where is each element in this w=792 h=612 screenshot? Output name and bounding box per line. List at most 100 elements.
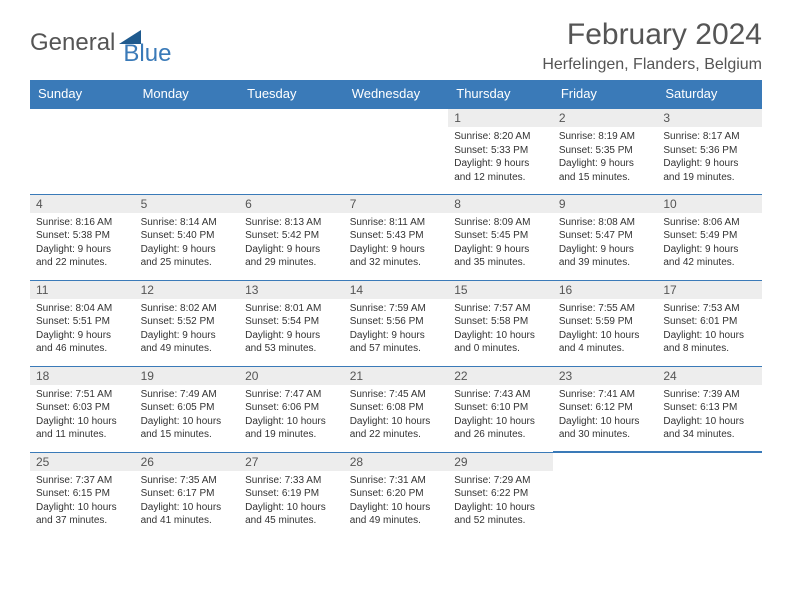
day-number: 9 (553, 195, 658, 213)
calendar-cell: 22Sunrise: 7:43 AMSunset: 6:10 PMDayligh… (448, 366, 553, 452)
day-details: Sunrise: 7:33 AMSunset: 6:19 PMDaylight:… (239, 471, 344, 532)
calendar-cell (344, 108, 449, 194)
day-number: 7 (344, 195, 449, 213)
calendar-cell (30, 108, 135, 194)
sunrise-line: Sunrise: 7:53 AM (663, 302, 756, 316)
location: Herfelingen, Flanders, Belgium (542, 56, 762, 74)
calendar-cell: 26Sunrise: 7:35 AMSunset: 6:17 PMDayligh… (135, 452, 240, 538)
calendar-cell: 1Sunrise: 8:20 AMSunset: 5:33 PMDaylight… (448, 108, 553, 194)
day-header: Thursday (448, 80, 553, 108)
day-details: Sunrise: 8:01 AMSunset: 5:54 PMDaylight:… (239, 299, 344, 360)
daylight-line: Daylight: 10 hours and 49 minutes. (350, 501, 443, 528)
day-details: Sunrise: 7:43 AMSunset: 6:10 PMDaylight:… (448, 385, 553, 446)
day-number: 26 (135, 453, 240, 471)
daylight-line: Daylight: 10 hours and 4 minutes. (559, 329, 652, 356)
sunset-line: Sunset: 6:10 PM (454, 401, 547, 415)
day-details: Sunrise: 8:20 AMSunset: 5:33 PMDaylight:… (448, 127, 553, 188)
sunset-line: Sunset: 5:38 PM (36, 229, 129, 243)
sunrise-line: Sunrise: 7:43 AM (454, 388, 547, 402)
calendar-cell (239, 108, 344, 194)
sunset-line: Sunset: 6:20 PM (350, 487, 443, 501)
calendar-row: 4Sunrise: 8:16 AMSunset: 5:38 PMDaylight… (30, 194, 762, 280)
day-number: 20 (239, 367, 344, 385)
sunrise-line: Sunrise: 7:39 AM (663, 388, 756, 402)
calendar-cell: 29Sunrise: 7:29 AMSunset: 6:22 PMDayligh… (448, 452, 553, 538)
day-header: Sunday (30, 80, 135, 108)
day-details: Sunrise: 7:39 AMSunset: 6:13 PMDaylight:… (657, 385, 762, 446)
sunset-line: Sunset: 6:08 PM (350, 401, 443, 415)
day-number: 12 (135, 281, 240, 299)
day-details: Sunrise: 8:02 AMSunset: 5:52 PMDaylight:… (135, 299, 240, 360)
day-details: Sunrise: 7:29 AMSunset: 6:22 PMDaylight:… (448, 471, 553, 532)
sunset-line: Sunset: 5:59 PM (559, 315, 652, 329)
day-details: Sunrise: 8:19 AMSunset: 5:35 PMDaylight:… (553, 127, 658, 188)
sunrise-line: Sunrise: 8:13 AM (245, 216, 338, 230)
daylight-line: Daylight: 9 hours and 53 minutes. (245, 329, 338, 356)
calendar-cell: 2Sunrise: 8:19 AMSunset: 5:35 PMDaylight… (553, 108, 658, 194)
day-details: Sunrise: 7:35 AMSunset: 6:17 PMDaylight:… (135, 471, 240, 532)
day-number: 8 (448, 195, 553, 213)
day-details: Sunrise: 8:13 AMSunset: 5:42 PMDaylight:… (239, 213, 344, 274)
daylight-line: Daylight: 9 hours and 29 minutes. (245, 243, 338, 270)
sunset-line: Sunset: 5:40 PM (141, 229, 234, 243)
sunrise-line: Sunrise: 8:19 AM (559, 130, 652, 144)
day-number: 16 (553, 281, 658, 299)
sunrise-line: Sunrise: 8:09 AM (454, 216, 547, 230)
sunrise-line: Sunrise: 7:29 AM (454, 474, 547, 488)
daylight-line: Daylight: 9 hours and 32 minutes. (350, 243, 443, 270)
day-details: Sunrise: 7:53 AMSunset: 6:01 PMDaylight:… (657, 299, 762, 360)
header: General Blue February 2024 Herfelingen, … (30, 18, 762, 74)
sunset-line: Sunset: 5:58 PM (454, 315, 547, 329)
day-details: Sunrise: 7:49 AMSunset: 6:05 PMDaylight:… (135, 385, 240, 446)
calendar-cell (135, 108, 240, 194)
daylight-line: Daylight: 10 hours and 15 minutes. (141, 415, 234, 442)
calendar-cell: 23Sunrise: 7:41 AMSunset: 6:12 PMDayligh… (553, 366, 658, 452)
day-number: 18 (30, 367, 135, 385)
sunset-line: Sunset: 6:15 PM (36, 487, 129, 501)
sunrise-line: Sunrise: 8:04 AM (36, 302, 129, 316)
daylight-line: Daylight: 10 hours and 45 minutes. (245, 501, 338, 528)
sunrise-line: Sunrise: 7:57 AM (454, 302, 547, 316)
calendar-cell: 25Sunrise: 7:37 AMSunset: 6:15 PMDayligh… (30, 452, 135, 538)
day-details: Sunrise: 7:55 AMSunset: 5:59 PMDaylight:… (553, 299, 658, 360)
sunset-line: Sunset: 5:51 PM (36, 315, 129, 329)
day-number: 24 (657, 367, 762, 385)
sunrise-line: Sunrise: 8:06 AM (663, 216, 756, 230)
sunset-line: Sunset: 5:56 PM (350, 315, 443, 329)
calendar-cell: 8Sunrise: 8:09 AMSunset: 5:45 PMDaylight… (448, 194, 553, 280)
sunrise-line: Sunrise: 7:51 AM (36, 388, 129, 402)
calendar-cell: 15Sunrise: 7:57 AMSunset: 5:58 PMDayligh… (448, 280, 553, 366)
month-title: February 2024 (542, 18, 762, 52)
logo-text-general: General (30, 29, 115, 57)
daylight-line: Daylight: 10 hours and 26 minutes. (454, 415, 547, 442)
sunrise-line: Sunrise: 8:17 AM (663, 130, 756, 144)
day-number: 27 (239, 453, 344, 471)
calendar-cell (657, 452, 762, 538)
day-number: 15 (448, 281, 553, 299)
sunset-line: Sunset: 6:17 PM (141, 487, 234, 501)
calendar-cell: 5Sunrise: 8:14 AMSunset: 5:40 PMDaylight… (135, 194, 240, 280)
sunset-line: Sunset: 5:43 PM (350, 229, 443, 243)
sunrise-line: Sunrise: 7:33 AM (245, 474, 338, 488)
sunrise-line: Sunrise: 7:55 AM (559, 302, 652, 316)
sunset-line: Sunset: 6:03 PM (36, 401, 129, 415)
day-details: Sunrise: 7:51 AMSunset: 6:03 PMDaylight:… (30, 385, 135, 446)
day-number: 14 (344, 281, 449, 299)
daylight-line: Daylight: 10 hours and 30 minutes. (559, 415, 652, 442)
sunrise-line: Sunrise: 7:35 AM (141, 474, 234, 488)
day-number: 11 (30, 281, 135, 299)
calendar-cell: 13Sunrise: 8:01 AMSunset: 5:54 PMDayligh… (239, 280, 344, 366)
sunset-line: Sunset: 6:19 PM (245, 487, 338, 501)
day-header: Tuesday (239, 80, 344, 108)
sunrise-line: Sunrise: 7:49 AM (141, 388, 234, 402)
calendar-cell: 10Sunrise: 8:06 AMSunset: 5:49 PMDayligh… (657, 194, 762, 280)
day-number: 2 (553, 109, 658, 127)
sunrise-line: Sunrise: 8:02 AM (141, 302, 234, 316)
sunrise-line: Sunrise: 7:45 AM (350, 388, 443, 402)
sunrise-line: Sunrise: 8:11 AM (350, 216, 443, 230)
daylight-line: Daylight: 10 hours and 19 minutes. (245, 415, 338, 442)
daylight-line: Daylight: 10 hours and 8 minutes. (663, 329, 756, 356)
calendar-row: 1Sunrise: 8:20 AMSunset: 5:33 PMDaylight… (30, 108, 762, 194)
day-details: Sunrise: 8:08 AMSunset: 5:47 PMDaylight:… (553, 213, 658, 274)
calendar-cell: 27Sunrise: 7:33 AMSunset: 6:19 PMDayligh… (239, 452, 344, 538)
